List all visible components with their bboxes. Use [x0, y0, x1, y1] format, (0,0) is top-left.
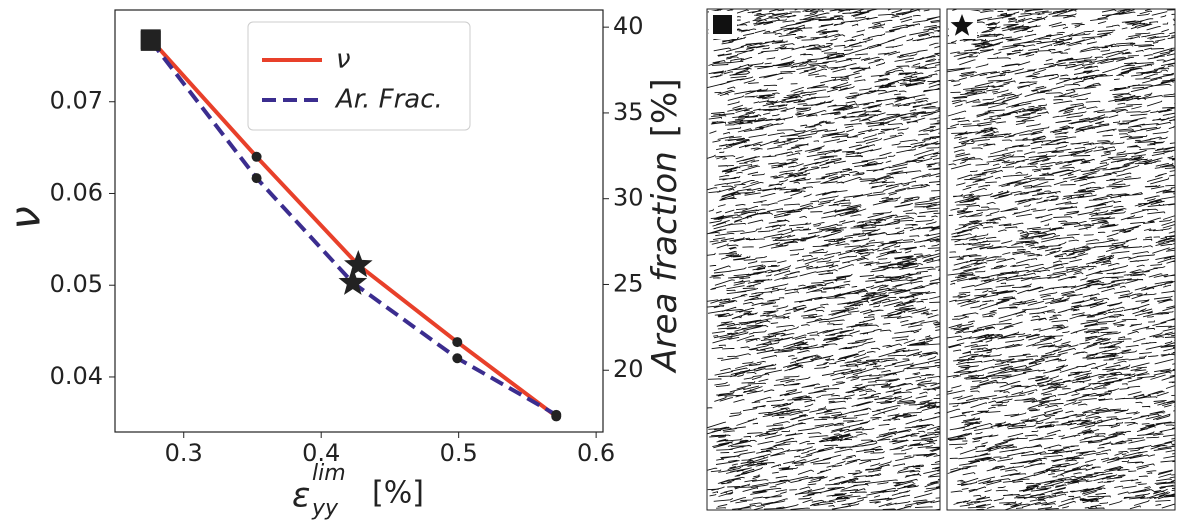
texture-strokes	[707, 9, 940, 510]
y2-label-unit: [%]	[645, 78, 685, 137]
marker-dot	[251, 173, 262, 184]
marker-star	[338, 267, 368, 295]
x-label-sub: yy	[311, 496, 339, 520]
y2-axis-label: Area fraction [%]	[645, 78, 685, 373]
y2-label-text: Area fraction	[645, 151, 685, 373]
x-label-symbol: ε	[292, 476, 310, 516]
marker-square	[140, 30, 161, 51]
y-tick-label: 0.04	[50, 362, 103, 390]
legend-label: ν	[336, 45, 351, 75]
x-tick-label: 0.3	[165, 439, 203, 467]
y-tick-label: 0.06	[50, 178, 103, 206]
x-label-sup: lim	[312, 461, 346, 486]
plot-frame	[114, 9, 604, 433]
y2-tick-label: 40	[613, 12, 644, 40]
y2-tick-label: 20	[613, 355, 644, 383]
y-tick-label: 0.05	[50, 270, 103, 298]
square-icon	[713, 15, 732, 34]
y-axis-label: ν	[1, 206, 50, 229]
y2-tick-label: 25	[613, 269, 644, 297]
y-tick-label: 0.07	[50, 87, 103, 115]
marker-dot	[551, 409, 562, 420]
texture-strokes	[947, 9, 1175, 510]
x-tick-label: 0.5	[440, 439, 478, 467]
marker-dot	[251, 151, 262, 162]
marker-star	[344, 250, 373, 278]
texture-image	[947, 9, 1175, 510]
marker-dot	[452, 353, 463, 364]
y2-tick-label: 35	[613, 98, 644, 126]
y2-tick-label: 30	[613, 184, 644, 212]
texture-image	[707, 9, 940, 510]
marker-dot	[452, 337, 463, 348]
legend-box	[247, 21, 471, 131]
x-tick-label: 0.6	[577, 439, 615, 467]
star-icon	[950, 14, 974, 36]
x-tick-label: 0.4	[302, 439, 340, 467]
image-frame	[946, 8, 1176, 511]
x-label-unit: [%]	[372, 476, 424, 511]
image-frame	[706, 8, 941, 511]
legend-label: Ar. Frac.	[334, 85, 443, 115]
